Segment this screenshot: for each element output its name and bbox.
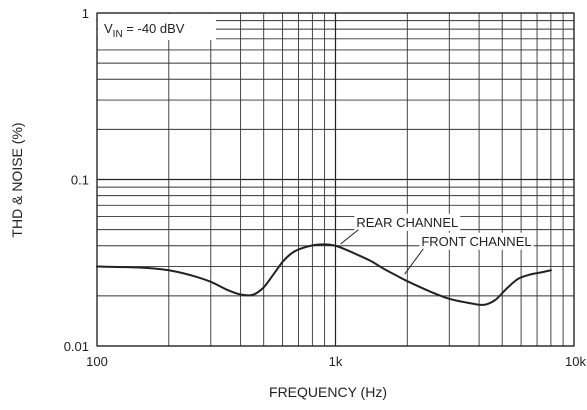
condition-suffix: = -40 dBV (123, 21, 185, 36)
x-tick-label: 10k (565, 354, 586, 369)
condition-label-bg (98, 14, 216, 40)
annotations-layer: REAR CHANNEL FRONT CHANNEL (340, 213, 534, 275)
annotation-bg (354, 213, 461, 231)
y-axis-title: THD & NOISE (%) (9, 122, 25, 237)
y-tick-label: 0.1 (71, 173, 89, 188)
plot-frame (96, 12, 575, 347)
series-line (96, 243, 552, 306)
y-tick-label: 1 (82, 6, 89, 21)
annotation-label: REAR CHANNEL (356, 215, 458, 230)
x-axis-title: FREQUENCY (Hz) (269, 384, 387, 400)
annotation-leader (340, 229, 359, 245)
annotation-label: FRONT CHANNEL (421, 234, 531, 249)
series-layer (96, 243, 552, 306)
condition-subscript: IN (113, 29, 123, 40)
x-tick-label: 100 (86, 354, 108, 369)
condition-prefix: V (104, 21, 113, 36)
annotation-bg (419, 232, 534, 250)
condition-label: VIN = -40 dBV (104, 21, 185, 40)
grid-lines (96, 12, 575, 347)
y-tick-label: 0.01 (64, 339, 89, 354)
annotation: FRONT CHANNEL (404, 232, 534, 275)
x-tick-label: 1k (329, 354, 343, 369)
annotation-leader (404, 248, 424, 275)
annotation: REAR CHANNEL (340, 213, 461, 245)
tick-labels: 100 1k 10k 0.01 0.1 1 (64, 6, 587, 369)
